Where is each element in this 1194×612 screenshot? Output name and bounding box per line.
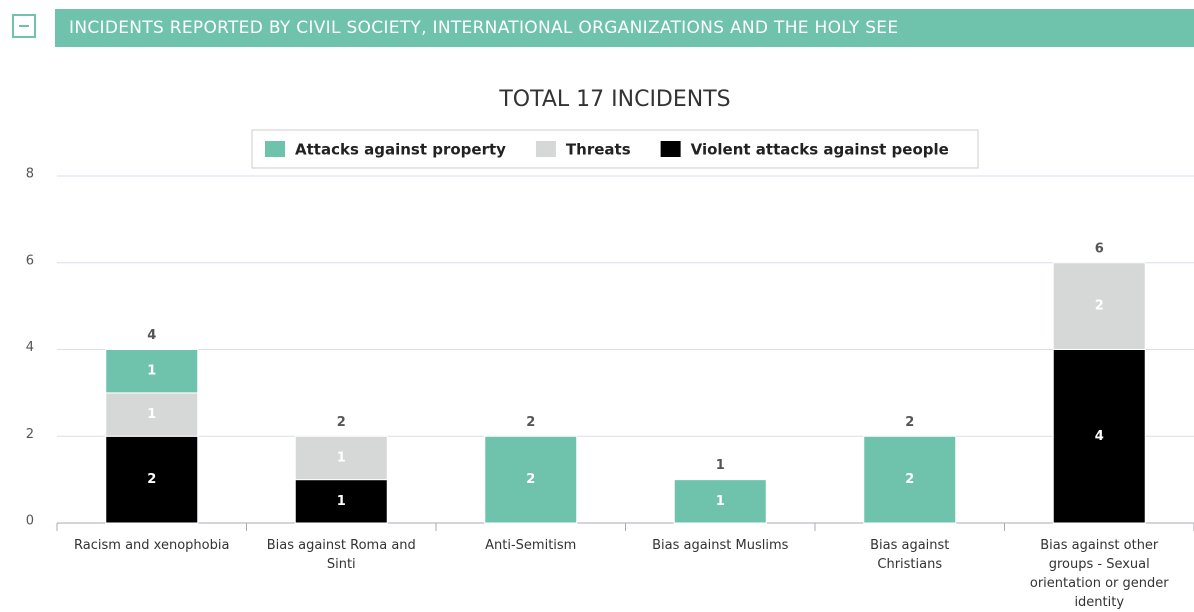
chart-title: TOTAL 17 INCIDENTS bbox=[498, 87, 730, 112]
total-label: 2 bbox=[526, 415, 535, 430]
bar-segment bbox=[294, 435, 388, 481]
segment-label: 1 bbox=[337, 494, 346, 509]
segment-label: 2 bbox=[526, 472, 535, 487]
legend-swatch bbox=[660, 141, 681, 157]
bar-segment bbox=[294, 479, 388, 524]
section-header: INCIDENTS REPORTED BY CIVIL SOCIETY, INT… bbox=[55, 9, 1194, 47]
total-label: 2 bbox=[905, 415, 914, 430]
bar-segment bbox=[105, 435, 199, 524]
legend-swatch bbox=[535, 141, 556, 157]
total-label: 2 bbox=[337, 415, 346, 430]
y-tick-label: 4 bbox=[26, 340, 34, 355]
segment-label: 1 bbox=[147, 364, 156, 379]
legend-box bbox=[251, 129, 979, 169]
bar-segment bbox=[484, 435, 578, 524]
bar-segment bbox=[1052, 262, 1146, 350]
total-label: 6 bbox=[1095, 241, 1104, 256]
x-tick-label: Bias against other groups - Sexual orienta… bbox=[1030, 538, 1169, 610]
x-tick-label: Bias against Muslims bbox=[652, 538, 789, 553]
y-tick-label: 0 bbox=[26, 514, 34, 529]
segment-label: 1 bbox=[337, 450, 346, 465]
total-label: 1 bbox=[716, 458, 725, 473]
total-label: 4 bbox=[147, 328, 156, 343]
bar-segment bbox=[105, 349, 199, 394]
x-tick-label: Bias against Christians bbox=[870, 538, 949, 572]
legend-label: Attacks against property bbox=[295, 141, 506, 159]
y-tick-label: 8 bbox=[26, 167, 34, 182]
bar-segment bbox=[863, 435, 957, 524]
segment-label: 1 bbox=[716, 494, 725, 509]
bar-segment bbox=[673, 479, 767, 524]
x-tick-label: Racism and xenophobia bbox=[74, 538, 229, 553]
segment-label: 1 bbox=[147, 407, 156, 422]
segment-label: 2 bbox=[1095, 299, 1104, 314]
segment-label: 2 bbox=[147, 472, 156, 487]
collapse-toggle[interactable] bbox=[12, 14, 36, 38]
bar-segment bbox=[105, 392, 199, 437]
x-tick-label: Bias against Roma and Sinti bbox=[267, 538, 416, 572]
legend-label: Violent attacks against people bbox=[691, 141, 949, 159]
x-tick-label: Anti-Semitism bbox=[485, 538, 576, 553]
segment-label: 4 bbox=[1095, 429, 1104, 444]
legend-swatch bbox=[265, 141, 285, 157]
y-tick-label: 6 bbox=[26, 253, 34, 268]
legend-label: Threats bbox=[566, 141, 631, 159]
segment-label: 2 bbox=[905, 472, 914, 487]
y-tick-label: 2 bbox=[26, 427, 34, 442]
